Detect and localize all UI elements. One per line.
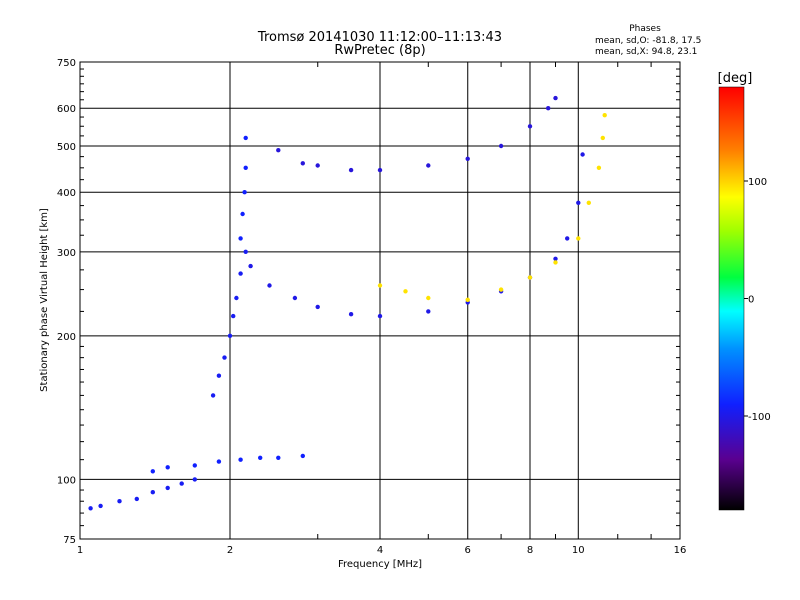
data-point [216,459,222,464]
data-point [88,506,93,511]
data-point [134,496,139,502]
data-point [243,249,248,254]
data-point [576,236,581,241]
data-point [553,256,558,261]
data-point [377,283,383,288]
data-point [465,156,470,161]
data-point [377,313,383,319]
grid-lines [80,62,680,539]
data-point [248,263,253,269]
chart-subtitle: RwPretec (8p) [334,43,425,58]
data-point [596,165,602,170]
data-point [258,455,263,460]
y-tick-label: 600 [57,104,76,115]
data-point [498,143,504,149]
data-point [165,485,170,491]
data-point [565,236,570,241]
x-tick-label: 4 [377,545,383,556]
data-point [403,289,408,294]
data-point [600,135,605,141]
y-tick-label: 400 [57,188,76,199]
data-point [498,287,504,292]
colorbar-tick-label: -100 [748,412,771,423]
colorbar-tick-label: 0 [748,295,754,306]
y-tick-label: 100 [57,475,76,486]
data-point [276,455,281,460]
data-point [586,200,591,205]
data-point [426,309,431,314]
x-tick-label: 10 [572,545,585,556]
data-point [267,283,272,288]
data-point [243,135,248,141]
x-tick-label: 6 [465,545,471,556]
colorbar-tick-label: 100 [748,177,767,188]
x-tick-label: 16 [674,545,687,556]
stats-line-x: mean, sd,X: 94.8, 23.1 [595,47,697,57]
data-point [527,124,533,129]
y-tick-label: 500 [57,142,76,153]
x-tick-label: 2 [227,545,233,556]
colorbar-ticks: 100 0 -100 [744,177,771,423]
data-point [553,260,558,265]
chart-title: Tromsø 20141030 11:12:00–11:13:43 [257,30,502,45]
data-point [426,163,431,168]
data-point [348,167,354,173]
x-tick-label: 8 [527,545,533,556]
data-point [179,481,184,486]
data-point [165,465,170,470]
data-point [238,457,243,462]
axis-ticks: 1 2 4 6 8 10 16 75 100 200 300 400 500 600 750 [57,58,686,556]
data-point [426,295,431,301]
data-points [88,95,607,511]
data-point [238,236,243,241]
data-point [231,313,236,319]
y-tick-label: 300 [57,248,76,259]
y-tick-label: 200 [57,332,76,343]
stats-heading: Phases [629,24,661,34]
colorbar [718,86,745,511]
data-point [580,152,585,157]
data-point [292,295,298,301]
data-point [300,453,305,459]
y-tick-label: 750 [57,58,76,69]
data-point [227,333,233,338]
data-point [553,95,558,101]
data-point [222,355,227,360]
data-point [315,304,320,310]
data-point [242,190,247,195]
colorbar-label: [deg] [718,71,753,86]
data-point [348,312,354,317]
data-point [300,161,305,166]
data-point [216,373,222,378]
data-point [192,463,197,468]
data-point [150,490,155,495]
data-point [546,106,551,111]
data-point [234,295,239,301]
x-axis-label: Frequency [MHz] [338,559,422,570]
data-point [150,469,155,474]
stats-line-o: mean, sd,O: -81.8, 17.5 [595,36,701,46]
data-point [377,167,383,173]
data-point [276,148,281,153]
data-point [98,503,103,509]
data-point [527,275,533,280]
data-point [465,297,470,302]
data-point [315,163,320,168]
data-point [192,477,197,482]
y-axis-label: Stationary phase Virtual Height [km] [39,208,50,392]
x-tick-label: 1 [77,545,83,556]
data-point [117,499,122,504]
data-point [238,271,243,276]
data-point [240,211,245,217]
data-point [243,165,248,170]
data-point [210,393,216,398]
data-point [602,113,607,118]
data-point [576,200,581,205]
y-tick-label: 75 [63,535,76,546]
